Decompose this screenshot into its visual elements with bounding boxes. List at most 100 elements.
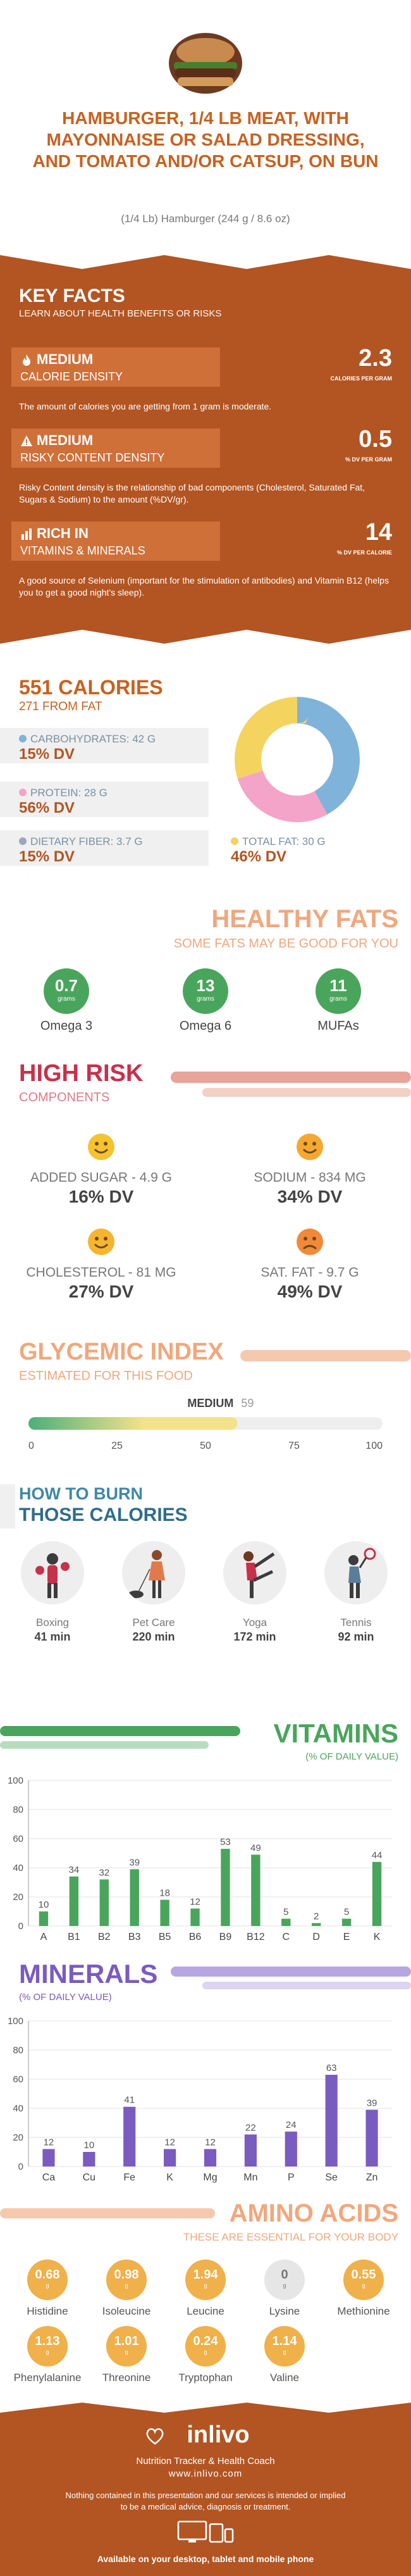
amino-circle: 1.13 g <box>27 2326 68 2367</box>
fact-value: 0.5 <box>359 426 392 453</box>
x-tick-label: E <box>343 1932 350 1942</box>
amino-circle: 1.01 g <box>106 2326 147 2367</box>
amino-valine: 1.14 g Valine <box>243 2326 326 2384</box>
x-tick-label: K <box>374 1932 381 1942</box>
nutrient-dv: 46% DV <box>231 848 287 865</box>
amino-circle: 0.55 g <box>343 2260 384 2300</box>
vitamins-subtitle: (% OF DAILY VALUE) <box>305 1751 398 1762</box>
dog-walking-icon <box>122 1541 185 1604</box>
amino-leucine: 1.94 g Leucine <box>164 2260 247 2318</box>
vitamins-section: VITAMINS (% OF DAILY VALUE) 0 20 40 60 80 100… <box>0 1718 411 1959</box>
y-tick-label: 40 <box>13 1863 23 1873</box>
nutrient-dv: 15% DV <box>19 746 75 763</box>
activity-minutes: 92 min <box>338 1630 374 1643</box>
decor-stripe <box>0 1741 209 1749</box>
bar-value-label: 34 <box>69 1865 80 1875</box>
activity-minutes: 172 min <box>233 1630 276 1643</box>
x-tick-label: A <box>40 1932 47 1942</box>
risk-added-sugar: ADDED SUGAR - 4.9 g 16% DV <box>9 1133 193 1207</box>
amino-value: 0.68 <box>35 2268 60 2282</box>
fact-unit: CALORIES PER GRAM <box>330 375 392 382</box>
y-tick-label: 80 <box>13 1804 23 1815</box>
amino-value: 0.98 <box>114 2268 139 2282</box>
risk-dv: 49% DV <box>277 1282 343 1301</box>
fact-risky-density: MEDIUM RISKY CONTENT DENSITY 0.5 % DV PE… <box>0 420 411 480</box>
bar-value-label: 12 <box>190 1896 200 1907</box>
glycemic-tick-label: 25 <box>111 1441 123 1451</box>
high-risk-title: HIGH RISK <box>19 1060 144 1087</box>
bar-value-label: 10 <box>39 1899 49 1910</box>
amino-name: Lysine <box>269 2305 300 2317</box>
minerals-bar-chart: 0 20 40 60 80 100 12 Ca 10 Cu 41 Fe 12 K 12 Mg 22 Mn 24 P 63… <box>8 2016 392 2183</box>
glycemic-value: 59 <box>241 1397 254 1410</box>
amino-unit: g <box>46 2349 49 2355</box>
bar-value-label: 53 <box>220 1837 231 1848</box>
amino-tryptophan: 0.24 g Tryptophan <box>164 2326 247 2384</box>
glycemic-title: GLYCEMIC INDEX <box>19 1339 224 1365</box>
amino-circle: 0.24 g <box>185 2326 226 2367</box>
amino-phenylalanine: 1.13 g Phenylalanine <box>6 2326 89 2384</box>
fat-unit: grams <box>197 996 214 1003</box>
decor-block <box>0 1484 15 1529</box>
donut-slice-protein <box>235 697 360 822</box>
happy-face-icon <box>88 1134 114 1160</box>
nutrient-fiber: DIETARY FIBER: 3.7 g 15% DV <box>0 830 209 866</box>
brand-name: inlivo <box>187 2422 250 2448</box>
fat-name: Omega 3 <box>40 1019 93 1033</box>
bar-fe <box>123 2106 136 2166</box>
bar-value-label: 41 <box>124 2095 135 2106</box>
activity-pet-care: Pet Care 220 min <box>113 1541 195 1644</box>
amino-unit: g <box>283 2349 286 2355</box>
y-tick-label: 0 <box>18 1921 23 1932</box>
amino-title: AMINO ACIDS <box>229 2199 398 2227</box>
minerals-section: MINERALS (% OF DAILY VALUE) 0 20 40 60 80 100… <box>0 1959 411 2199</box>
x-tick-label: Fe <box>123 2172 135 2183</box>
x-tick-label: Zn <box>366 2172 378 2183</box>
fat-unit: grams <box>329 996 347 1003</box>
amino-unit: g <box>125 2349 128 2355</box>
amino-name: Phenylalanine <box>13 2372 82 2384</box>
bar-b2 <box>99 1879 109 1926</box>
fact-ribbon: MEDIUM RISKY CONTENT DENSITY <box>11 428 220 468</box>
glycemic-tick-label: 50 <box>200 1441 211 1451</box>
activity-name: Pet Care <box>132 1616 175 1629</box>
activity-name: Boxing <box>36 1616 69 1629</box>
bar-d <box>312 1923 321 1926</box>
x-tick-label: Mg <box>203 2172 217 2183</box>
legend-dot <box>19 789 27 796</box>
fat-value: 13 <box>196 976 215 995</box>
amino-value: 1.13 <box>35 2334 60 2348</box>
calories-section: 551 CALORIES 271 FROM FAT CARBOHYDRATES:… <box>0 658 411 899</box>
amino-name: Tryptophan <box>178 2372 233 2384</box>
decor-stripe <box>0 1726 240 1736</box>
burn-calories-section: HOW TO BURN THOSE CALORIES Boxing 41 min… <box>0 1484 411 1718</box>
serving-size: (1/4 Lb) Hamburger (244 g / 8.6 oz) <box>121 213 290 225</box>
amino-name: Threonine <box>102 2372 151 2384</box>
x-tick-label: K <box>166 2172 173 2183</box>
fact-ribbon: RICH IN VITAMINS & MINERALS <box>11 522 220 561</box>
fact-unit: % DV PER GRAM <box>345 456 392 463</box>
fat-circle: 0.7 grams <box>44 968 89 1014</box>
bar-mn <box>244 2134 257 2166</box>
glycemic-level: MEDIUM <box>187 1397 233 1410</box>
glycemic-tick-label: 100 <box>365 1441 383 1451</box>
bar-value-label: 5 <box>344 1907 349 1918</box>
y-tick-label: 0 <box>18 2161 23 2172</box>
bar-b1 <box>69 1876 79 1926</box>
x-tick-label: Ca <box>42 2172 56 2183</box>
amino-name: Valine <box>270 2372 299 2384</box>
fat-omega3: 0.7 grams Omega 3 <box>32 968 101 1034</box>
nutrient-carbohydrates: CARBOHYDRATES: 42 g 15% DV <box>0 728 209 763</box>
fact-level: RICH IN <box>37 525 89 541</box>
tennis-icon <box>324 1541 388 1604</box>
amino-unit: g <box>46 2282 49 2289</box>
decor-stripe <box>171 1966 411 1977</box>
bar-value-label: 5 <box>283 1907 288 1918</box>
amino-name: Histidine <box>27 2305 68 2317</box>
devices-icon <box>177 2520 234 2543</box>
y-tick-label: 20 <box>13 1892 23 1903</box>
bar-value-label: 32 <box>99 1867 109 1878</box>
fat-value: 11 <box>329 976 347 995</box>
bar-value-label: 63 <box>326 2063 337 2073</box>
fact-name: CALORIE DENSITY <box>20 370 123 383</box>
